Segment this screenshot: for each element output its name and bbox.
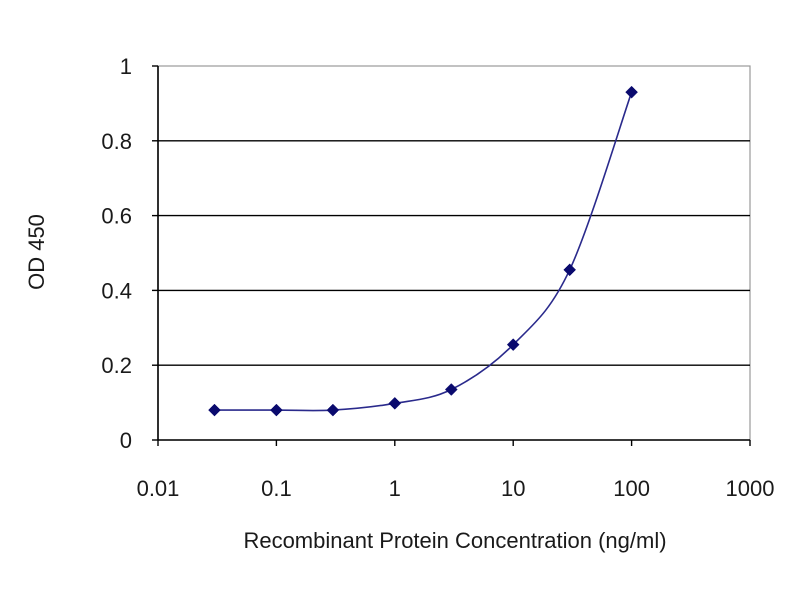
y-axis-title: OD 450 [24,214,49,290]
data-point-3 [388,396,402,410]
plot-frame [157,65,751,441]
x-tick-label-2: 1 [389,476,401,501]
data-point-2 [326,403,340,417]
x-tick-label-5: 1000 [726,476,775,501]
y-tick-label-1: 0.2 [101,353,132,378]
x-tick-label-0: 0.01 [137,476,180,501]
data-point-6 [563,263,577,277]
y-tick-labels: 0 0.2 0.4 0.6 0.8 1 [101,54,132,453]
y-tick-label-4: 0.8 [101,129,132,154]
data-point-4 [444,383,458,396]
x-tick-label-4: 100 [613,476,650,501]
data-series [208,85,638,417]
y-tick-label-0: 0 [120,428,132,453]
y-tick-label-5: 1 [120,54,132,79]
x-tick-label-1: 0.1 [261,476,292,501]
data-point-7 [625,85,638,99]
x-axis-title: Recombinant Protein Concentration (ng/ml… [243,528,666,553]
y-tick-label-2: 0.4 [101,278,132,303]
gridlines [158,140,750,366]
data-point-0 [208,403,221,417]
x-tick-label-3: 10 [501,476,525,501]
plot-area [157,65,751,441]
data-point-1 [270,403,283,417]
axes [152,65,751,446]
data-point-5 [506,338,520,351]
x-tick-labels: 0.01 0.1 1 10 100 1000 [137,476,775,501]
y-tick-label-3: 0.6 [101,204,132,229]
